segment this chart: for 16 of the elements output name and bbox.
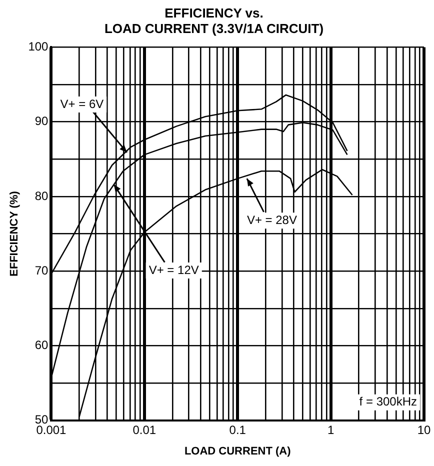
- y-tick-label: 100: [28, 40, 49, 54]
- x-tick-label: 10: [417, 422, 431, 437]
- x-tick-label: 1: [327, 422, 334, 437]
- annotation: f = 300kHz: [359, 394, 418, 409]
- y-tick-label: 60: [34, 338, 49, 352]
- x-axis-title: LOAD CURRENT (A): [184, 445, 292, 458]
- x-tick-label: 0.01: [132, 422, 156, 437]
- y-tick-label: 90: [34, 114, 49, 128]
- annotation: V+ = 28V: [246, 212, 297, 227]
- y-axis-title: EFFICIENCY (%): [8, 190, 21, 276]
- annotation: V+ = 6V: [60, 96, 104, 111]
- y-tick-label: 80: [34, 188, 49, 203]
- chart-title: EFFICIENCY vs. LOAD CURRENT (3.3V/1A CIRCUIT): [104, 5, 324, 36]
- y-tick-label: 70: [34, 263, 49, 278]
- annotation: V+ = 12V: [148, 262, 199, 277]
- x-tick-label: 0.1: [229, 422, 246, 437]
